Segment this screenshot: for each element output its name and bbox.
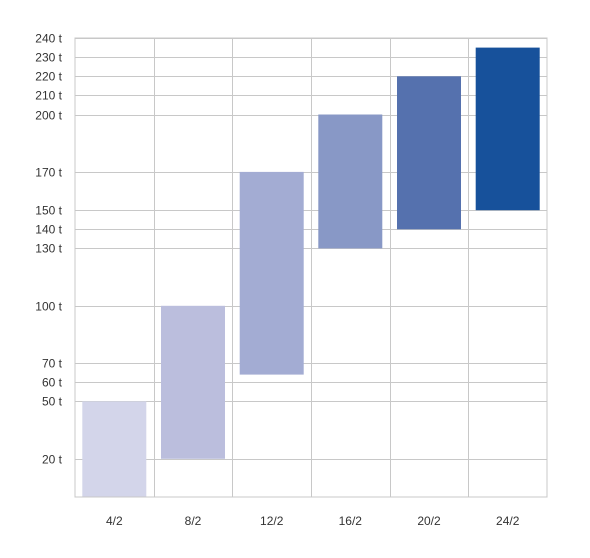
y-tick-label: 70 t [42, 357, 63, 371]
y-tick-label: 20 t [42, 453, 63, 467]
y-tick-label: 230 t [35, 51, 62, 65]
y-tick-label: 60 t [42, 376, 63, 390]
bar-4-2 [82, 401, 147, 497]
x-tick-label: 12/2 [260, 514, 284, 528]
bar-8-2 [161, 305, 225, 459]
y-axis-ticks: 20 t 50 t 60 t 70 t 100 t 130 t 140 t 150 t 170 … [35, 32, 62, 467]
y-tick-label: 130 t [35, 242, 62, 256]
x-tick-label: 8/2 [185, 514, 202, 528]
y-tick-label: 220 t [35, 70, 62, 84]
y-tick-label: 200 t [35, 109, 62, 123]
y-tick-label: 50 t [42, 395, 63, 409]
y-tick-label: 150 t [35, 204, 62, 218]
y-tick-label: 240 t [35, 32, 62, 46]
x-axis-ticks: 4/2 8/2 12/2 16/2 20/2 24/2 [106, 514, 520, 528]
bar-24-2 [475, 47, 540, 211]
x-tick-label: 4/2 [106, 514, 123, 528]
y-tick-label: 140 t [35, 223, 62, 237]
x-tick-label: 20/2 [417, 514, 441, 528]
y-tick-label: 100 t [35, 300, 62, 314]
plot-frame [74, 37, 548, 498]
x-tick-label: 16/2 [339, 514, 363, 528]
bar-20-2 [397, 76, 461, 230]
y-tick-label: 170 t [35, 166, 62, 180]
y-tick-label: 210 t [35, 89, 62, 103]
bars [82, 47, 540, 497]
x-tick-label: 24/2 [496, 514, 520, 528]
bar-16-2 [318, 114, 383, 249]
bar-12-2 [239, 171, 304, 375]
